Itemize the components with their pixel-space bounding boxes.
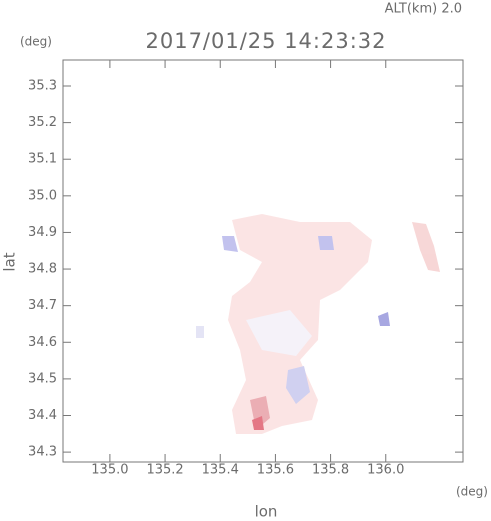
y-tick-label: 34.5 [28,371,57,386]
x-tick-label: 135.4 [202,463,239,478]
x-tick-label: 135.2 [146,463,183,478]
echo-region [246,310,312,356]
y-tick-label: 34.6 [28,335,57,350]
y-tick-label: 35.2 [28,115,57,130]
y-tick-label: 34.9 [28,225,57,240]
x-unit: (deg) [456,485,488,499]
echo-region [196,326,204,338]
echo-region [222,236,238,252]
y-tick-label: 34.4 [28,408,57,423]
y-unit: (deg) [20,35,52,49]
x-tick-label: 135.0 [91,463,128,478]
x-tick-label: 135.8 [312,463,349,478]
y-axis-label: lat [1,252,19,271]
y-tick-label: 34.3 [28,445,57,460]
y-tick-label: 34.8 [28,262,57,277]
plot-frame [62,59,464,463]
x-axis-label: lon [255,503,278,521]
x-tick-label: 135.6 [257,463,294,478]
y-tick-label: 35.0 [28,188,57,203]
x-tick-label: 136.0 [367,463,404,478]
echo-region [252,416,264,430]
altitude-label: ALT(km) 2.0 [385,2,462,17]
echo-region [378,312,390,326]
echo-field [196,214,440,434]
y-tick-label: 34.7 [28,298,57,313]
y-tick-label: 35.3 [28,78,57,93]
echo-region [286,366,310,404]
echo-region [412,222,440,272]
echo-region [318,236,334,250]
y-tick-label: 35.1 [28,152,57,167]
chart-title: 2017/01/25 14:23:32 [145,29,386,53]
